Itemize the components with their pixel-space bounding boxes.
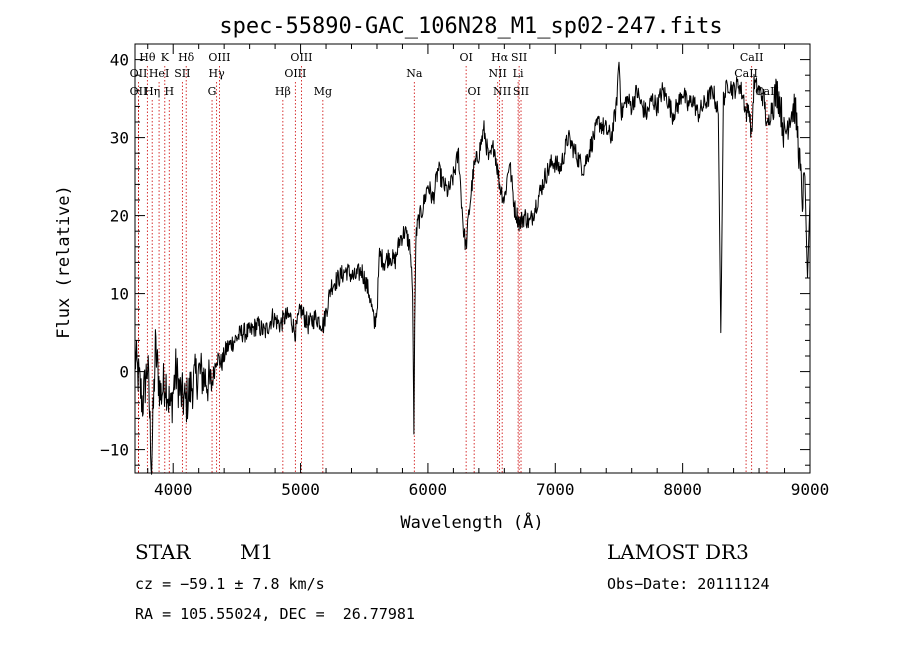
spectral-line-label: SII: [174, 67, 190, 80]
spectral-line-label: NII: [493, 85, 511, 98]
y-tick-label: −10: [100, 441, 129, 460]
spectral-line-label: SII: [511, 51, 527, 64]
observation-date: Obs−Date: 20111124: [607, 575, 770, 593]
spectral-line-label: Hα: [491, 51, 509, 64]
spectral-line-label: Mg: [314, 85, 332, 98]
spectral-line-label: Na: [406, 67, 423, 80]
x-tick-label: 5000: [281, 480, 320, 499]
x-tick-label: 9000: [791, 480, 830, 499]
spectral-line-label: OIII: [208, 51, 230, 64]
spectral-line-label: G: [208, 85, 217, 98]
x-axis-label: Wavelength (Å): [400, 511, 543, 533]
coordinates: RA = 105.55024, DEC = 26.77981: [135, 605, 415, 623]
y-axis-label: Flux (relative): [54, 185, 74, 339]
spectrum-layer: [134, 61, 811, 475]
y-tick-label: 20: [110, 207, 129, 226]
spectral-line-label: Hη: [144, 85, 160, 98]
spectral-line-label: HeI: [149, 67, 169, 80]
spectral-line-label: Hδ: [178, 51, 195, 64]
chart-title: spec-55890-GAC_106N28_M1_sp02-247.fits: [219, 14, 722, 39]
object-subclass: M1: [240, 540, 274, 564]
spectral-line-label: OIII: [290, 51, 312, 64]
spectral-line-label: OI: [467, 85, 480, 98]
spectral-line-label: H: [164, 85, 174, 98]
y-tick-label: 10: [110, 285, 129, 304]
spectral-line-label: OI: [459, 51, 472, 64]
x-tick-label: 4000: [154, 480, 193, 499]
x-tick-label: 8000: [663, 480, 702, 499]
y-tick-label: 40: [110, 51, 129, 70]
survey-name: LAMOST DR3: [607, 540, 749, 564]
spectral-line-label: SII: [513, 85, 529, 98]
x-tick-label: 7000: [536, 480, 575, 499]
spectral-line-label: OIII: [284, 67, 306, 80]
object-class: STAR: [135, 540, 191, 564]
spectral-line-label: OII: [130, 67, 148, 80]
spectral-line-label: Hθ: [139, 51, 156, 64]
spectral-line-label: CaII: [740, 51, 764, 64]
x-tick-label: 6000: [409, 480, 448, 499]
axes-layer: 4000 5000 6000 7000 8000 9000 −10 0 10 20 30 40: [100, 43, 830, 499]
spectral-line-label: Li: [513, 67, 524, 80]
spectral-line-label: NII: [489, 67, 507, 80]
spectral-line-label: Hβ: [275, 85, 291, 98]
spectral-line-label: Hγ: [209, 67, 226, 80]
spectral-line-label: OII: [130, 85, 148, 98]
spectral-line-label: K: [161, 51, 170, 64]
y-tick-label: 0: [119, 363, 129, 382]
spectrum-series-line: [134, 61, 811, 475]
redshift-velocity: cz = −59.1 ± 7.8 km/s: [135, 575, 325, 593]
spectral-line-label: CaII: [734, 67, 758, 80]
plot-frame: [134, 43, 811, 474]
y-tick-label: 30: [110, 129, 129, 148]
